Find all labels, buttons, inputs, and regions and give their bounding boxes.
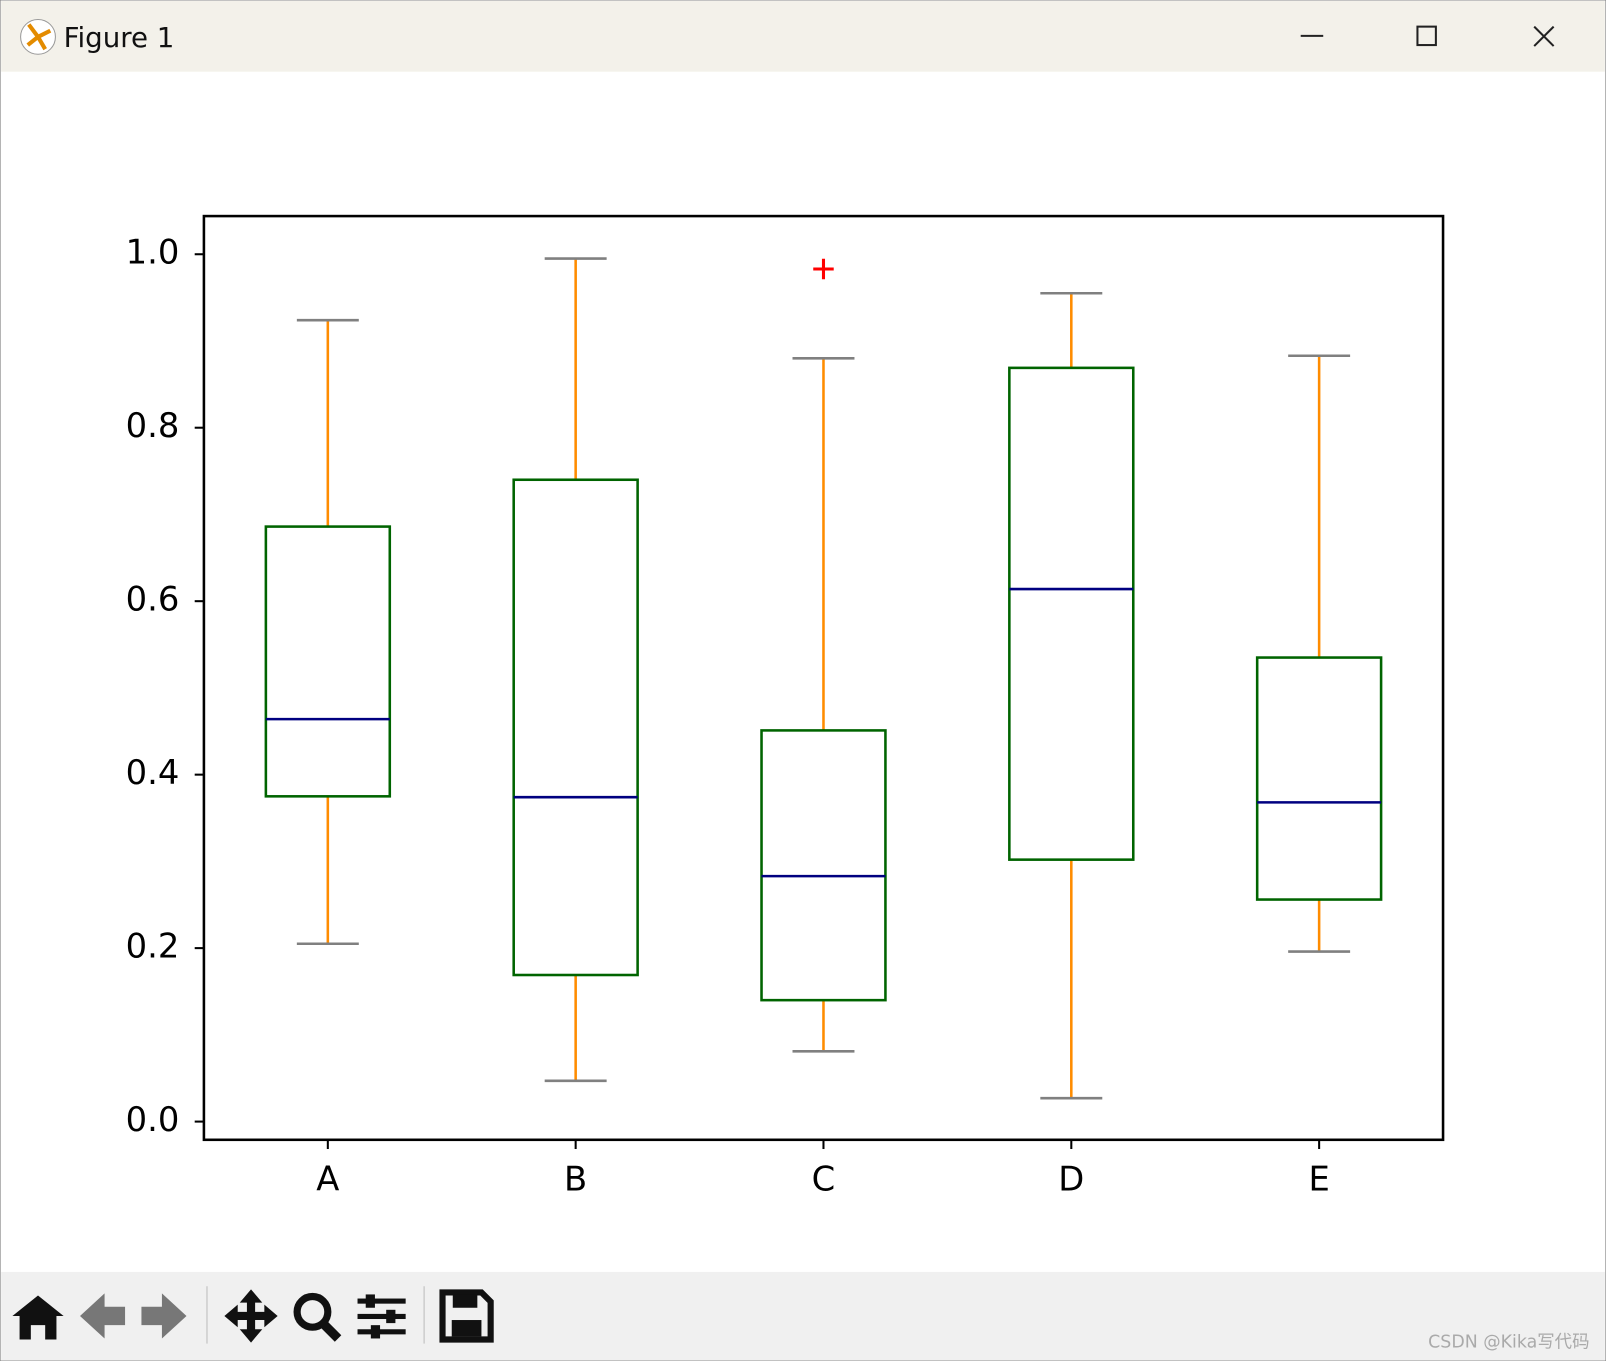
save-button[interactable] xyxy=(439,1289,494,1343)
x-tick-label: E xyxy=(1308,1159,1329,1198)
y-tick-label: 1.0 xyxy=(126,233,180,272)
home-button[interactable] xyxy=(12,1295,64,1340)
pan-button[interactable] xyxy=(224,1289,278,1343)
forward-button[interactable] xyxy=(141,1293,187,1339)
box xyxy=(760,729,887,1002)
y-tick-label: 0.4 xyxy=(126,753,180,792)
x-tick-label: A xyxy=(316,1159,339,1198)
x-tick-label: D xyxy=(1058,1159,1084,1198)
app-icon xyxy=(20,18,56,55)
box xyxy=(512,478,639,977)
zoom-button[interactable] xyxy=(293,1292,342,1342)
y-tick-label: 0.8 xyxy=(126,406,180,445)
y-tick-label: 0.6 xyxy=(126,580,180,619)
box xyxy=(1008,366,1135,861)
maximize-button[interactable] xyxy=(1416,25,1437,47)
box xyxy=(1255,656,1383,901)
y-tick-label: 0.0 xyxy=(126,1100,180,1139)
window-title: Figure 1 xyxy=(64,21,175,54)
toolbar-icons xyxy=(12,1286,494,1344)
back-button[interactable] xyxy=(80,1293,126,1339)
configure-button[interactable] xyxy=(357,1294,406,1339)
flier xyxy=(813,258,834,280)
watermark: CSDN @Kika写代码 xyxy=(1428,1333,1589,1353)
title-bar xyxy=(1,1,1605,72)
close-button[interactable] xyxy=(1533,25,1555,47)
x-tick-label: B xyxy=(564,1159,587,1198)
y-tick-label: 0.2 xyxy=(126,927,180,966)
box xyxy=(264,525,392,798)
x-tick-label: C xyxy=(812,1159,836,1198)
plot: 0.0 0.2 0.4 0.6 0.8 1.0 A B C D E xyxy=(126,233,1383,1198)
